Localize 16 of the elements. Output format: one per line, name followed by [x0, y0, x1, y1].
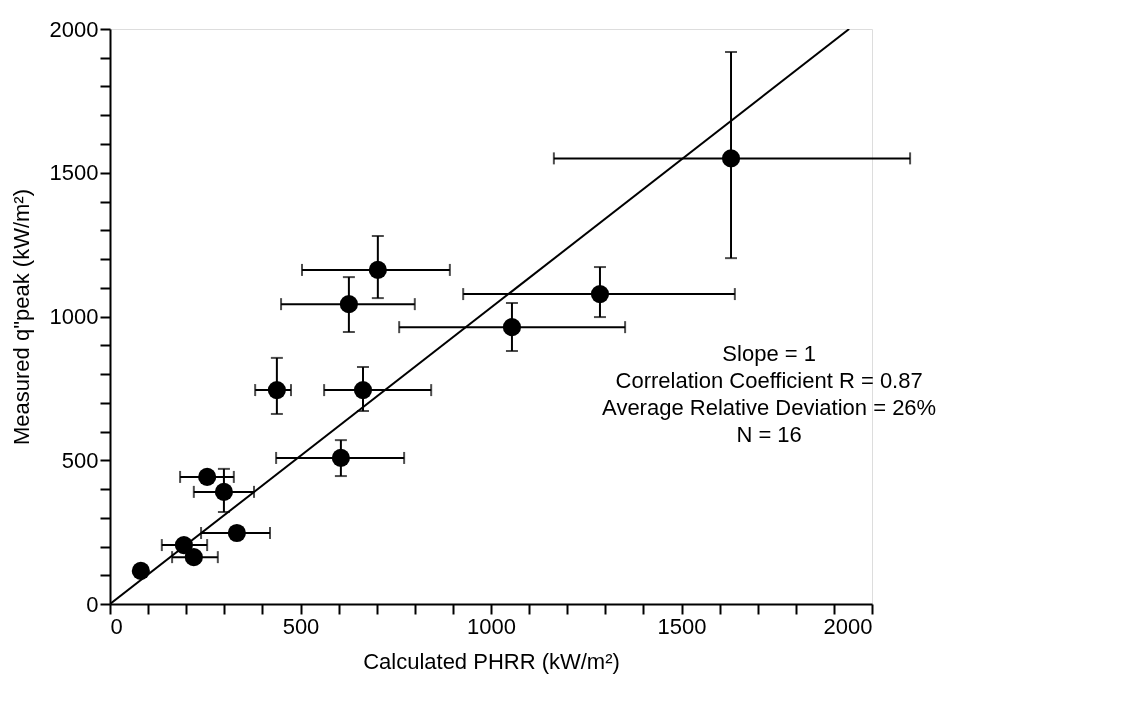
- y-tick-label: 500: [61, 447, 99, 473]
- x-tick-label: 0: [110, 613, 123, 639]
- annotation: Average Relative Deviation = 26%: [602, 394, 937, 420]
- y-tick-label: 1500: [49, 160, 99, 186]
- y-axis-title: Measured q"peak (kW/m²): [8, 189, 34, 445]
- y-tick-label: 2000: [49, 16, 99, 42]
- annotation: Slope = 1: [722, 340, 816, 366]
- annotation: N = 16: [736, 421, 802, 447]
- y-tick-label: 0: [86, 591, 99, 617]
- x-tick-label: 1500: [657, 613, 707, 639]
- annotation: Correlation Coefficient R = 0.87: [615, 367, 923, 393]
- x-tick-label: 1000: [467, 613, 516, 639]
- x-tick-label: 2000: [823, 613, 873, 639]
- x-tick-label: 500: [282, 613, 320, 639]
- y-tick-label: 1000: [49, 304, 99, 329]
- x-axis-title: Calculated PHRR (kW/m²): [363, 648, 620, 674]
